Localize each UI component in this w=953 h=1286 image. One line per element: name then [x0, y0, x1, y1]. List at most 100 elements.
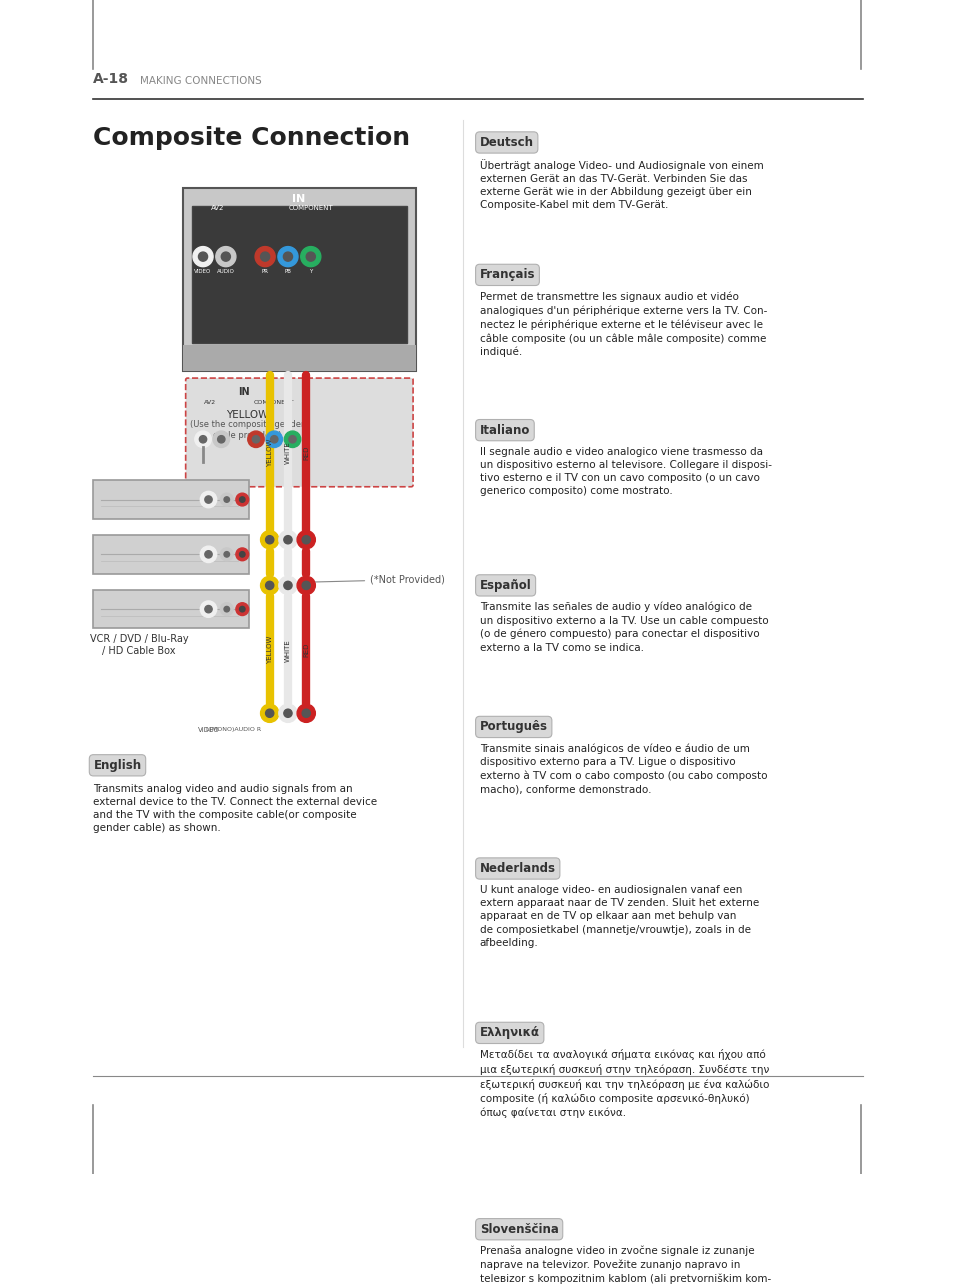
Text: MAKING CONNECTIONS: MAKING CONNECTIONS [140, 76, 261, 86]
Text: Überträgt analoge Video- und Audiosignale von einem
externen Gerät an das TV-Ger: Überträgt analoge Video- und Audiosignal… [479, 159, 762, 211]
Circle shape [200, 491, 216, 508]
Circle shape [239, 552, 245, 557]
Circle shape [284, 581, 292, 589]
Circle shape [278, 576, 296, 594]
Circle shape [235, 548, 249, 561]
Text: PR: PR [261, 269, 269, 274]
Text: Il segnale audio e video analogico viene trasmesso da
un dispositivo esterno al : Il segnale audio e video analogico viene… [479, 446, 771, 496]
Circle shape [248, 431, 264, 448]
Bar [93, 590, 249, 629]
Text: Μεταδίδει τα αναλογικά σήματα εικόνας και ήχου από
μια εξωτερική συσκευή στην τη: Μεταδίδει τα αναλογικά σήματα εικόνας κα… [479, 1049, 768, 1118]
Circle shape [265, 536, 274, 544]
Text: AV2: AV2 [211, 204, 224, 211]
Circle shape [302, 536, 310, 544]
Text: L(MONO)AUDIO R: L(MONO)AUDIO R [206, 727, 260, 732]
Text: IN: IN [292, 194, 305, 204]
Text: RED: RED [303, 643, 309, 657]
Circle shape [271, 436, 277, 442]
Circle shape [235, 603, 249, 616]
Circle shape [215, 247, 235, 266]
Text: PB: PB [284, 269, 291, 274]
Text: Deutsch: Deutsch [479, 136, 533, 149]
Text: COMPONENT: COMPONENT [288, 204, 333, 211]
Circle shape [277, 247, 297, 266]
Circle shape [224, 496, 230, 503]
Bar [183, 188, 416, 370]
Text: Slovenščina: Slovenščina [479, 1223, 558, 1236]
Text: / HD Cable Box: / HD Cable Box [102, 646, 175, 656]
Circle shape [260, 705, 278, 723]
Text: Français: Français [479, 269, 535, 282]
Circle shape [205, 550, 212, 558]
Circle shape [235, 493, 249, 505]
Circle shape [239, 496, 245, 503]
Text: Permet de transmettre les signaux audio et vidéo
analogiques d'un périphérique e: Permet de transmettre les signaux audio … [479, 292, 766, 358]
Text: Transmite sinais analógicos de vídeo e áudio de um
dispositivo externo para a TV: Transmite sinais analógicos de vídeo e á… [479, 743, 766, 795]
Circle shape [278, 531, 296, 549]
Circle shape [193, 247, 213, 266]
Circle shape [220, 603, 233, 616]
Circle shape [224, 607, 230, 612]
Circle shape [220, 493, 233, 505]
Circle shape [296, 576, 315, 594]
Circle shape [265, 709, 274, 718]
Text: cable provided.): cable provided.) [213, 431, 281, 440]
Text: YELLOW: YELLOW [226, 410, 268, 419]
Circle shape [260, 576, 278, 594]
Text: (*Not Provided): (*Not Provided) [291, 575, 444, 585]
Circle shape [284, 536, 292, 544]
Text: AUDIO: AUDIO [216, 269, 234, 274]
Text: VCR / DVD / Blu-Ray: VCR / DVD / Blu-Ray [90, 634, 188, 644]
Bar [192, 206, 406, 343]
Text: Composite Connection: Composite Connection [93, 126, 410, 150]
Circle shape [205, 496, 212, 503]
Text: YELLOW: YELLOW [267, 637, 273, 665]
Text: Transmits analog video and audio signals from an
external device to the TV. Conn: Transmits analog video and audio signals… [93, 783, 377, 833]
Text: Português: Português [479, 720, 547, 733]
Text: WHITE: WHITE [285, 639, 291, 661]
Circle shape [278, 705, 296, 723]
Text: VIDEO: VIDEO [194, 269, 212, 274]
Circle shape [213, 431, 230, 448]
Text: YELLOW: YELLOW [267, 439, 273, 467]
Circle shape [296, 531, 315, 549]
FancyBboxPatch shape [186, 378, 413, 487]
Text: English: English [93, 759, 141, 772]
Circle shape [260, 252, 270, 261]
Circle shape [302, 581, 310, 589]
Circle shape [284, 709, 292, 718]
Circle shape [217, 436, 225, 442]
Text: WHITE: WHITE [285, 441, 291, 464]
Circle shape [239, 607, 245, 612]
Circle shape [253, 436, 259, 442]
Circle shape [284, 431, 300, 448]
Circle shape [200, 601, 216, 617]
Bar [183, 345, 416, 370]
Text: Prenaša analogne video in zvočne signale iz zunanje
naprave na televizor. Poveži: Prenaša analogne video in zvočne signale… [479, 1246, 770, 1286]
Text: (Use the composite gender: (Use the composite gender [190, 421, 304, 430]
Circle shape [260, 531, 278, 549]
Circle shape [220, 548, 233, 561]
Text: COMPONENT: COMPONENT [253, 400, 294, 405]
Text: Italiano: Italiano [479, 423, 530, 437]
Circle shape [254, 247, 274, 266]
Text: RED: RED [303, 446, 309, 460]
Circle shape [289, 436, 295, 442]
Circle shape [300, 247, 320, 266]
Text: AV2: AV2 [204, 400, 216, 405]
Text: Nederlands: Nederlands [479, 862, 556, 874]
Text: Transmite las señales de audio y vídeo analógico de
un dispositivo externo a la : Transmite las señales de audio y vídeo a… [479, 602, 767, 652]
Circle shape [194, 431, 211, 448]
Circle shape [199, 436, 207, 442]
Circle shape [200, 547, 216, 562]
Circle shape [296, 705, 315, 723]
Circle shape [302, 709, 310, 718]
Circle shape [266, 431, 282, 448]
Text: IN: IN [237, 387, 249, 397]
Circle shape [198, 252, 208, 261]
Circle shape [306, 252, 315, 261]
Text: Y: Y [309, 269, 312, 274]
Bar [93, 535, 249, 574]
Circle shape [221, 252, 231, 261]
Circle shape [265, 581, 274, 589]
